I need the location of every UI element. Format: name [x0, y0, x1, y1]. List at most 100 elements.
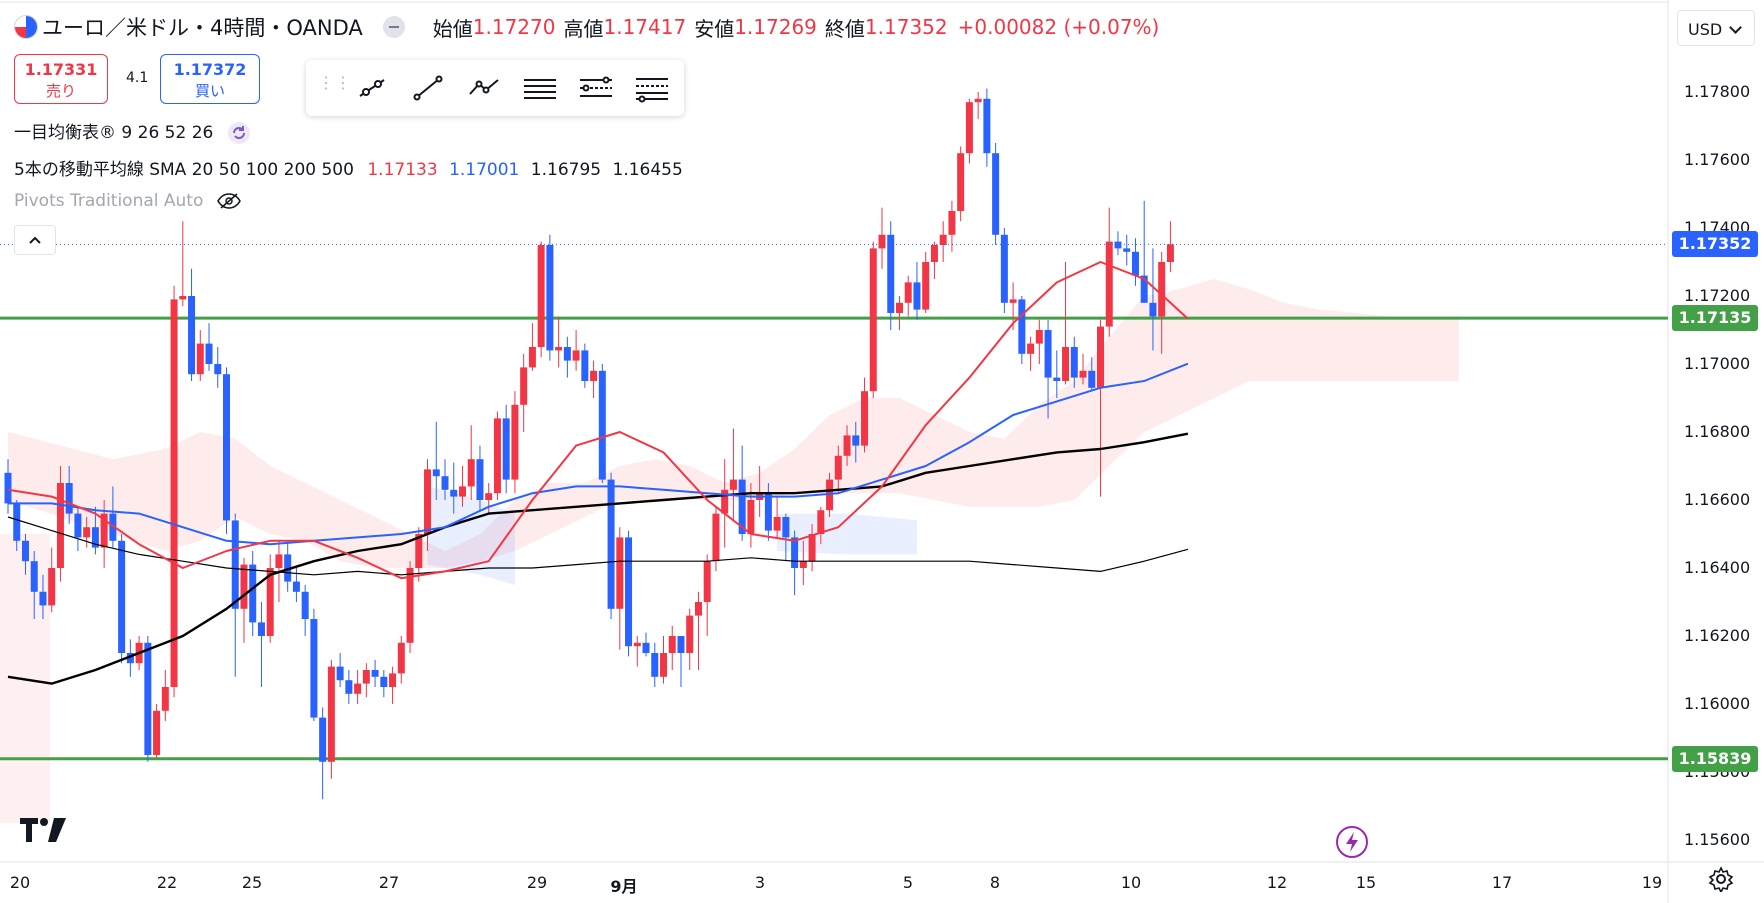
candle: [799, 540, 807, 585]
candle: [607, 472, 615, 619]
currency-select[interactable]: USD: [1677, 10, 1755, 46]
ichimoku-label: 一目均衡表® 9 26 52 26: [14, 123, 214, 143]
loading-refresh-icon: [227, 122, 250, 144]
hidden-eye-icon[interactable]: [216, 193, 241, 209]
candle: [179, 221, 187, 307]
candle: [1140, 200, 1148, 303]
candle: [1114, 231, 1122, 256]
candle-body: [100, 513, 108, 548]
trend-line-icon[interactable]: [408, 72, 448, 104]
candle: [144, 636, 152, 762]
replay-bolt-icon[interactable]: [1336, 826, 1368, 858]
candle-body: [161, 687, 169, 711]
candle-body: [747, 500, 755, 534]
candle-body: [764, 493, 772, 531]
upper-line-price-tag: 1.17135: [1672, 305, 1758, 332]
candle-body: [773, 517, 781, 531]
candle-body: [485, 493, 493, 500]
time-axis-label: 22: [156, 873, 178, 892]
low-value: 1.17269: [734, 15, 817, 39]
candle: [56, 466, 64, 582]
candle: [861, 377, 869, 453]
candle-body: [240, 564, 248, 609]
change-value: +0.00082 (+0.07%): [957, 15, 1160, 39]
candle: [1149, 248, 1157, 351]
candle: [126, 639, 134, 677]
candle: [598, 364, 606, 483]
candle-body: [1149, 302, 1157, 317]
candle-body: [686, 615, 694, 653]
candle: [808, 523, 816, 572]
candle-body: [284, 554, 292, 582]
candle-body: [948, 211, 956, 235]
price-axis-label: 1.16800: [1684, 422, 1751, 441]
price-axis-label: 1.17800: [1684, 82, 1751, 101]
candle: [188, 268, 196, 381]
sma200-line: [7, 516, 1189, 576]
settings-icon[interactable]: [1708, 866, 1734, 892]
candle: [651, 642, 659, 687]
candle: [563, 336, 571, 378]
candle-body: [188, 296, 196, 375]
buy-price: 1.17372: [173, 60, 247, 79]
price-axis-label: 1.17000: [1684, 354, 1751, 373]
candle-body: [1053, 377, 1061, 381]
ichimoku-legend[interactable]: 一目均衡表® 9 26 52 26: [14, 118, 251, 145]
pivots-legend[interactable]: Pivots Traditional Auto: [14, 191, 241, 211]
candle-body: [555, 347, 563, 351]
pitchfork-icon[interactable]: [576, 72, 616, 104]
candle-body: [4, 472, 12, 504]
candle-body: [91, 527, 99, 548]
pivots-label: Pivots Traditional Auto: [14, 191, 204, 211]
fib-retracement-icon[interactable]: [632, 72, 672, 104]
candle-body: [48, 568, 56, 606]
candle: [904, 275, 912, 317]
buy-button[interactable]: 1.17372 買い: [160, 54, 260, 104]
drag-handle-icon[interactable]: ⋮⋮: [318, 73, 352, 92]
candle-body: [1018, 299, 1026, 354]
close-label: 終値: [824, 16, 865, 41]
sell-button[interactable]: 1.17331 売り: [14, 54, 108, 104]
sma-label: 5本の移動平均線 SMA 20 50 100 200 500: [14, 160, 354, 180]
candle-body: [563, 347, 571, 361]
candle: [712, 506, 720, 572]
time-axis-label: 29: [526, 873, 548, 892]
candle-body: [1140, 275, 1148, 303]
candle-body: [13, 503, 21, 541]
candle-body: [432, 469, 440, 477]
tradingview-logo[interactable]: [20, 818, 66, 842]
parallel-channel-icon[interactable]: [520, 72, 560, 104]
candle-body: [310, 619, 318, 718]
sma50-line: [8, 362, 1189, 546]
price-axis-label: 1.17600: [1684, 150, 1751, 169]
polyline-icon[interactable]: [464, 72, 504, 104]
candle: [1158, 251, 1166, 354]
candle: [992, 143, 1000, 245]
candle-body: [301, 591, 309, 619]
time-axis-label: 19: [1641, 873, 1663, 892]
candle-body: [1035, 330, 1043, 344]
candle: [354, 670, 362, 704]
price-axis-label: 1.16000: [1684, 694, 1751, 713]
candle-body: [861, 391, 869, 446]
candle: [74, 506, 82, 551]
sma-legend[interactable]: 5本の移動平均線 SMA 20 50 100 200 500 1.17133 1…: [14, 155, 683, 180]
candle: [729, 428, 737, 521]
candle: [1000, 228, 1008, 313]
ichimoku-cloud-bullish: [427, 486, 515, 585]
collapse-legend-button[interactable]: [14, 225, 56, 255]
symbol-title[interactable]: ユーロ／米ドル・4時間・OANDA: [42, 16, 363, 40]
candle: [249, 551, 257, 636]
candle-body: [616, 537, 624, 609]
sma20-line: [7, 261, 1189, 580]
candle-body: [56, 483, 64, 568]
trend-line-points-icon[interactable]: [352, 72, 392, 104]
candle: [887, 221, 895, 330]
minimize-icon[interactable]: [382, 16, 405, 38]
candle: [939, 221, 947, 262]
candle: [30, 551, 38, 619]
candle: [424, 459, 432, 551]
candle-body: [799, 561, 807, 568]
candle-body: [380, 676, 388, 687]
